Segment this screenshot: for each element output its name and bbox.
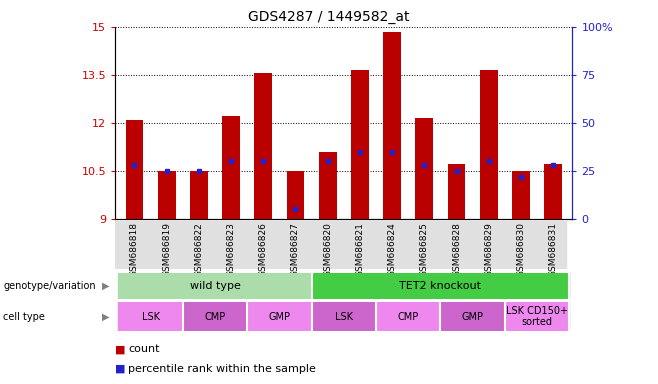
Text: CMP: CMP (397, 311, 419, 322)
Text: ▶: ▶ (102, 281, 109, 291)
Text: ■: ■ (115, 344, 126, 354)
Bar (255, 73, 272, 219)
Text: GMP: GMP (462, 311, 484, 322)
Text: GSM686824: GSM686824 (388, 222, 397, 277)
Text: GSM686823: GSM686823 (226, 222, 236, 277)
Text: GDS4287 / 1449582_at: GDS4287 / 1449582_at (248, 10, 410, 23)
Text: GSM686822: GSM686822 (194, 222, 203, 277)
Text: GSM686821: GSM686821 (355, 222, 365, 277)
Bar (312, 273, 569, 299)
Bar (480, 70, 497, 219)
Text: ■: ■ (115, 364, 126, 374)
Text: LSK: LSK (141, 311, 160, 322)
Bar (415, 118, 433, 219)
Bar (312, 302, 376, 331)
Text: LSK CD150+
sorted: LSK CD150+ sorted (506, 306, 568, 328)
Bar (447, 164, 465, 219)
Bar (376, 302, 440, 331)
Text: GSM686830: GSM686830 (517, 222, 526, 277)
Bar (287, 171, 305, 219)
Text: GSM686820: GSM686820 (323, 222, 332, 277)
Bar (126, 120, 143, 219)
Text: GSM686818: GSM686818 (130, 222, 139, 277)
Bar (319, 152, 336, 219)
Text: GSM686819: GSM686819 (162, 222, 171, 277)
Bar (512, 171, 530, 219)
Text: count: count (128, 344, 160, 354)
Text: TET2 knockout: TET2 knockout (399, 281, 482, 291)
Text: GSM686826: GSM686826 (259, 222, 268, 277)
Bar (544, 164, 562, 219)
Text: GSM686825: GSM686825 (420, 222, 429, 277)
Bar (190, 171, 208, 219)
Bar (118, 302, 183, 331)
Text: GSM686827: GSM686827 (291, 222, 300, 277)
Bar (247, 302, 312, 331)
Bar (351, 70, 368, 219)
Text: cell type: cell type (3, 311, 45, 322)
Bar (118, 273, 312, 299)
Text: CMP: CMP (205, 311, 226, 322)
Bar (183, 302, 247, 331)
Text: wild type: wild type (190, 281, 240, 291)
Text: LSK: LSK (335, 311, 353, 322)
Text: percentile rank within the sample: percentile rank within the sample (128, 364, 316, 374)
Bar (440, 302, 505, 331)
Bar (383, 32, 401, 219)
Text: GSM686831: GSM686831 (549, 222, 557, 277)
Text: GMP: GMP (268, 311, 290, 322)
Text: GSM686828: GSM686828 (452, 222, 461, 277)
Text: ▶: ▶ (102, 311, 109, 322)
Bar (505, 302, 569, 331)
Text: GSM686829: GSM686829 (484, 222, 494, 277)
Text: genotype/variation: genotype/variation (3, 281, 96, 291)
Bar (222, 116, 240, 219)
Bar (158, 171, 176, 219)
